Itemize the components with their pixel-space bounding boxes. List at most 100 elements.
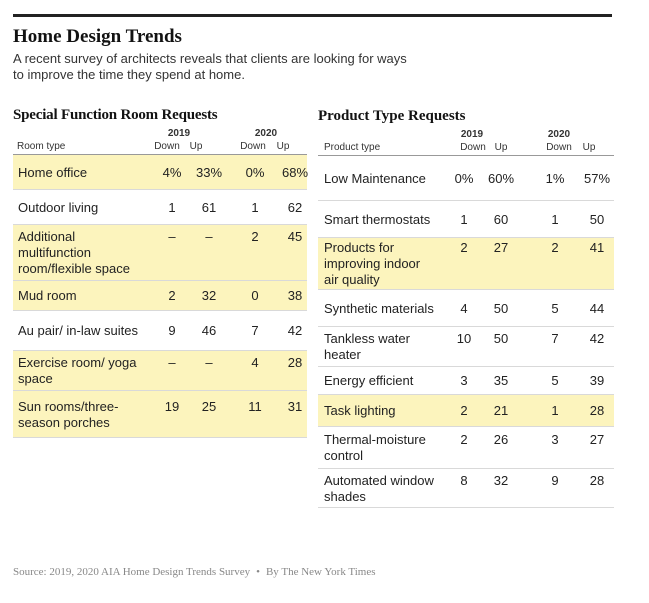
value-cell: 4% xyxy=(162,165,182,180)
subcolumn-header: Up xyxy=(189,141,203,152)
row-label: Thermal-moisture control xyxy=(324,432,426,463)
value-cell: 33% xyxy=(195,165,223,180)
year-header: 2020 xyxy=(547,129,571,140)
value-cell: 26 xyxy=(493,432,509,447)
value-cell: 42 xyxy=(589,331,605,346)
table-row: Outdoor living 1 61 1 62 xyxy=(13,190,307,225)
value-cell: 2 xyxy=(460,432,468,447)
table-row: Additional multifunction room/flexible s… xyxy=(13,225,307,281)
value-cell: 32 xyxy=(201,288,217,303)
page-title: Home Design Trends xyxy=(13,26,182,47)
value-cell: 0 xyxy=(251,288,259,303)
value-cell: 28 xyxy=(287,355,303,370)
value-cell: 50 xyxy=(493,331,509,346)
row-label: Low Maintenance xyxy=(324,171,426,186)
table-row: Tankless water heater 10 50 7 42 xyxy=(318,327,614,367)
row-label: Tankless water heater xyxy=(324,331,410,362)
value-cell: 1 xyxy=(251,200,259,215)
value-cell: 1% xyxy=(545,171,565,186)
value-cell: – xyxy=(168,355,176,370)
value-cell: 27 xyxy=(589,432,605,447)
value-cell: 11 xyxy=(248,399,262,414)
value-cell: 68% xyxy=(281,165,309,180)
value-cell: 4 xyxy=(460,301,468,316)
value-cell: 0% xyxy=(454,171,474,186)
row-label: Synthetic materials xyxy=(324,301,434,316)
value-cell: 2 xyxy=(168,288,176,303)
row-label: Products for improving indoor air qualit… xyxy=(324,240,421,287)
row-label: Exercise room/ yoga space xyxy=(18,355,137,386)
value-cell: 42 xyxy=(287,323,303,338)
product-requests-table: Product Type Requests 2019 2020 Product … xyxy=(318,107,614,508)
value-cell: 41 xyxy=(589,240,605,255)
value-cell: 60% xyxy=(487,171,515,186)
value-cell: – xyxy=(205,229,213,244)
value-cell: 19 xyxy=(164,399,180,414)
table-row: Au pair/ in-law suites 9 46 7 42 xyxy=(13,311,307,351)
value-cell: 4 xyxy=(251,355,259,370)
credit-note: By The New York Times xyxy=(265,566,376,578)
table-header: 2019 2020 Room type Down Up Down Up xyxy=(13,126,307,155)
subcolumn-header: Up xyxy=(582,142,596,153)
value-cell: 8 xyxy=(460,473,468,488)
value-cell: 5 xyxy=(551,373,559,388)
value-cell: 21 xyxy=(493,403,509,418)
row-label: Task lighting xyxy=(324,403,396,418)
value-cell: 27 xyxy=(493,240,509,255)
table-row: Task lighting 2 21 1 28 xyxy=(318,395,614,427)
subcolumn-header: Down xyxy=(546,142,572,153)
row-header: Room type xyxy=(17,141,66,152)
table-row: Smart thermostats 1 60 1 50 xyxy=(318,201,614,238)
table-row: Exercise room/ yoga space – – 4 28 xyxy=(13,351,307,391)
value-cell: 1 xyxy=(168,200,176,215)
value-cell: 28 xyxy=(589,403,605,418)
row-label: Smart thermostats xyxy=(324,212,431,227)
table-header: 2019 2020 Product type Down Up Down Up xyxy=(318,127,614,156)
table-row: Mud room 2 32 0 38 xyxy=(13,281,307,311)
table-row: Thermal-moisture control 2 26 3 27 xyxy=(318,427,614,469)
subcolumn-header: Up xyxy=(494,142,508,153)
value-cell: 9 xyxy=(168,323,176,338)
table-rows: Home office 4% 33% 0% 68% Outdoor living 1 61 1 6… xyxy=(13,155,309,438)
subcolumn-header: Down xyxy=(240,141,266,152)
table-row: Energy efficient 3 35 5 39 xyxy=(318,367,614,395)
table-row: Synthetic materials 4 50 5 44 xyxy=(318,290,614,327)
value-cell: 45 xyxy=(287,229,303,244)
value-cell: – xyxy=(168,229,176,244)
value-cell: 9 xyxy=(551,473,559,488)
value-cell: 1 xyxy=(551,403,559,418)
value-cell: 57% xyxy=(583,171,611,186)
value-cell: – xyxy=(205,355,213,370)
top-rule xyxy=(13,14,612,17)
footer: Source: 2019, 2020 AIA Home Design Trend… xyxy=(13,566,376,578)
room-requests-table: Special Function Room Requests 2019 2020… xyxy=(13,106,309,438)
value-cell: 2 xyxy=(460,240,468,255)
value-cell: 7 xyxy=(551,331,559,346)
row-label: Home office xyxy=(18,165,88,180)
value-cell: 10 xyxy=(456,331,472,346)
value-cell: 7 xyxy=(251,323,259,338)
value-cell: 62 xyxy=(287,200,303,215)
table-row: Home office 4% 33% 0% 68% xyxy=(13,155,309,190)
year-header: 2020 xyxy=(254,128,278,139)
table-row: Sun rooms/three-season porches 19 25 11 31 xyxy=(13,391,307,438)
value-cell: 2 xyxy=(460,403,468,418)
subcolumn-header: Up xyxy=(276,141,290,152)
table-row: Products for improving indoor air qualit… xyxy=(318,238,614,290)
value-cell: 35 xyxy=(493,373,509,388)
value-cell: 3 xyxy=(460,373,468,388)
value-cell: 0% xyxy=(245,165,265,180)
footer-separator: • xyxy=(256,566,260,578)
row-label: Sun rooms/three-season porches xyxy=(18,399,119,430)
value-cell: 61 xyxy=(201,200,217,215)
row-label: Automated window shades xyxy=(324,473,434,504)
row-label: Outdoor living xyxy=(18,200,99,215)
table-rows: Low Maintenance 0% 60% 1% 57% Smart thermosta… xyxy=(318,156,614,508)
row-label: Additional multifunction room/flexible s… xyxy=(18,229,130,276)
page-subtitle: A recent survey of architects reveals th… xyxy=(13,51,407,82)
value-cell: 2 xyxy=(251,229,259,244)
value-cell: 25 xyxy=(201,399,217,414)
value-cell: 44 xyxy=(589,301,605,316)
subcolumn-header: Down xyxy=(460,142,486,153)
value-cell: 46 xyxy=(201,323,217,338)
